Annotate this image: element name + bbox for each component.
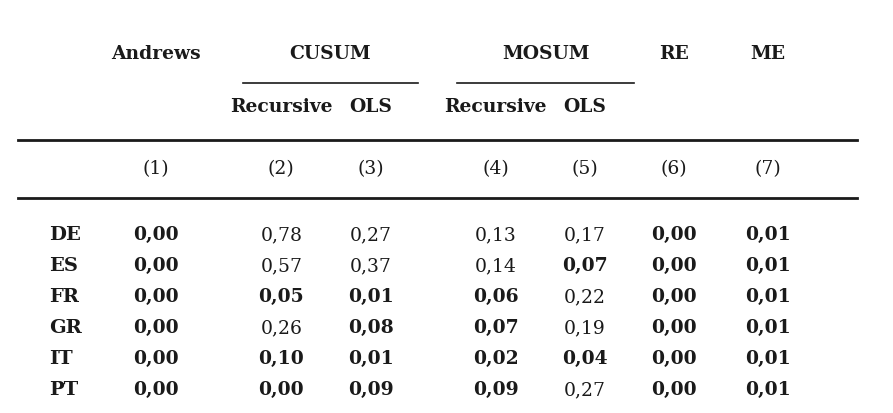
Text: Recursive: Recursive <box>445 98 547 116</box>
Text: 0,04: 0,04 <box>562 350 608 368</box>
Text: 0,00: 0,00 <box>651 350 697 368</box>
Text: 0,13: 0,13 <box>475 226 516 244</box>
Text: 0,07: 0,07 <box>472 319 519 337</box>
Text: 0,00: 0,00 <box>651 226 697 244</box>
Text: (6): (6) <box>661 160 688 178</box>
Text: Recursive: Recursive <box>230 98 332 116</box>
Text: IT: IT <box>49 350 73 368</box>
Text: RE: RE <box>659 45 689 63</box>
Text: (2): (2) <box>268 160 295 178</box>
Text: (4): (4) <box>482 160 509 178</box>
Text: OLS: OLS <box>349 98 392 116</box>
Text: ME: ME <box>750 45 786 63</box>
Text: 0,06: 0,06 <box>472 288 519 306</box>
Text: 0,08: 0,08 <box>347 319 394 337</box>
Text: 0,00: 0,00 <box>133 226 179 244</box>
Text: (3): (3) <box>357 160 384 178</box>
Text: 0,22: 0,22 <box>563 288 606 306</box>
Text: 0,01: 0,01 <box>347 288 394 306</box>
Text: 0,01: 0,01 <box>745 288 791 306</box>
Text: 0,00: 0,00 <box>651 381 697 399</box>
Text: 0,01: 0,01 <box>745 381 791 399</box>
Text: (7): (7) <box>755 160 781 178</box>
Text: 0,01: 0,01 <box>347 350 394 368</box>
Text: 0,00: 0,00 <box>133 381 179 399</box>
Text: 0,00: 0,00 <box>651 288 697 306</box>
Text: 0,27: 0,27 <box>563 381 606 399</box>
Text: 0,01: 0,01 <box>745 257 791 275</box>
Text: 0,37: 0,37 <box>350 257 391 275</box>
Text: 0,10: 0,10 <box>258 350 305 368</box>
Text: 0,00: 0,00 <box>133 257 179 275</box>
Text: DE: DE <box>49 226 81 244</box>
Text: 0,19: 0,19 <box>564 319 605 337</box>
Text: GR: GR <box>49 319 82 337</box>
Text: 0,07: 0,07 <box>562 257 608 275</box>
Text: 0,09: 0,09 <box>472 381 519 399</box>
Text: MOSUM: MOSUM <box>502 45 589 63</box>
Text: CUSUM: CUSUM <box>289 45 371 63</box>
Text: 0,00: 0,00 <box>133 319 179 337</box>
Text: 0,57: 0,57 <box>260 257 303 275</box>
Text: (1): (1) <box>143 160 170 178</box>
Text: 0,00: 0,00 <box>651 319 697 337</box>
Text: 0,26: 0,26 <box>261 319 302 337</box>
Text: 0,78: 0,78 <box>260 226 303 244</box>
Text: 0,05: 0,05 <box>258 288 305 306</box>
Text: 0,00: 0,00 <box>651 257 697 275</box>
Text: Andrews: Andrews <box>112 45 201 63</box>
Text: 0,27: 0,27 <box>349 226 392 244</box>
Text: 0,14: 0,14 <box>475 257 516 275</box>
Text: 0,00: 0,00 <box>133 350 179 368</box>
Text: PT: PT <box>49 381 79 399</box>
Text: 0,00: 0,00 <box>133 288 179 306</box>
Text: FR: FR <box>49 288 79 306</box>
Text: 0,01: 0,01 <box>745 319 791 337</box>
Text: ES: ES <box>49 257 78 275</box>
Text: 0,01: 0,01 <box>745 350 791 368</box>
Text: OLS: OLS <box>563 98 606 116</box>
Text: 0,02: 0,02 <box>472 350 519 368</box>
Text: 0,00: 0,00 <box>258 381 305 399</box>
Text: 0,09: 0,09 <box>347 381 394 399</box>
Text: (5): (5) <box>572 160 598 178</box>
Text: 0,01: 0,01 <box>745 226 791 244</box>
Text: 0,17: 0,17 <box>564 226 605 244</box>
